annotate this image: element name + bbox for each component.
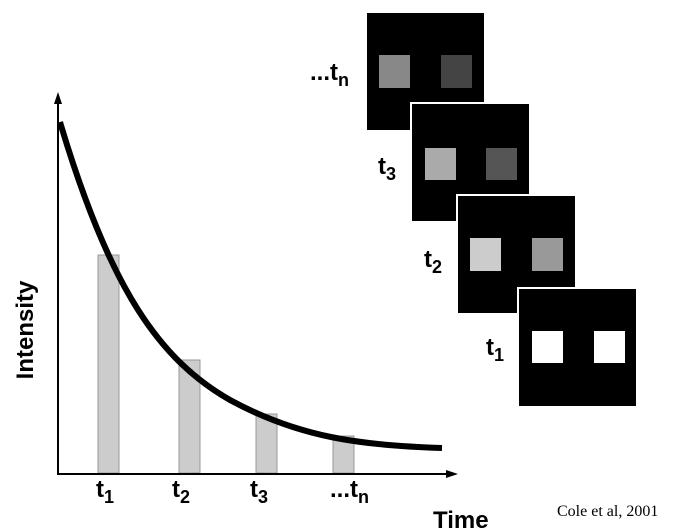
frame-label: t2 bbox=[424, 246, 442, 277]
frame-label: t1 bbox=[486, 334, 504, 365]
y-axis-label: Intensity bbox=[12, 280, 39, 379]
y-arrow bbox=[54, 92, 62, 104]
frame-label: ...tn bbox=[310, 59, 349, 90]
citation: Cole et al, 2001 bbox=[557, 503, 658, 520]
time-label: t2 bbox=[172, 476, 190, 507]
decay-curve bbox=[57, 121, 443, 451]
time-label: ...tn bbox=[330, 476, 369, 507]
x-axis-label: Time bbox=[433, 507, 489, 531]
x-arrow bbox=[446, 470, 458, 478]
sample-bar bbox=[97, 254, 120, 474]
time-label: t3 bbox=[250, 476, 268, 507]
time-label: t1 bbox=[96, 476, 114, 507]
frame-label: t3 bbox=[378, 153, 396, 184]
frame bbox=[517, 287, 638, 408]
